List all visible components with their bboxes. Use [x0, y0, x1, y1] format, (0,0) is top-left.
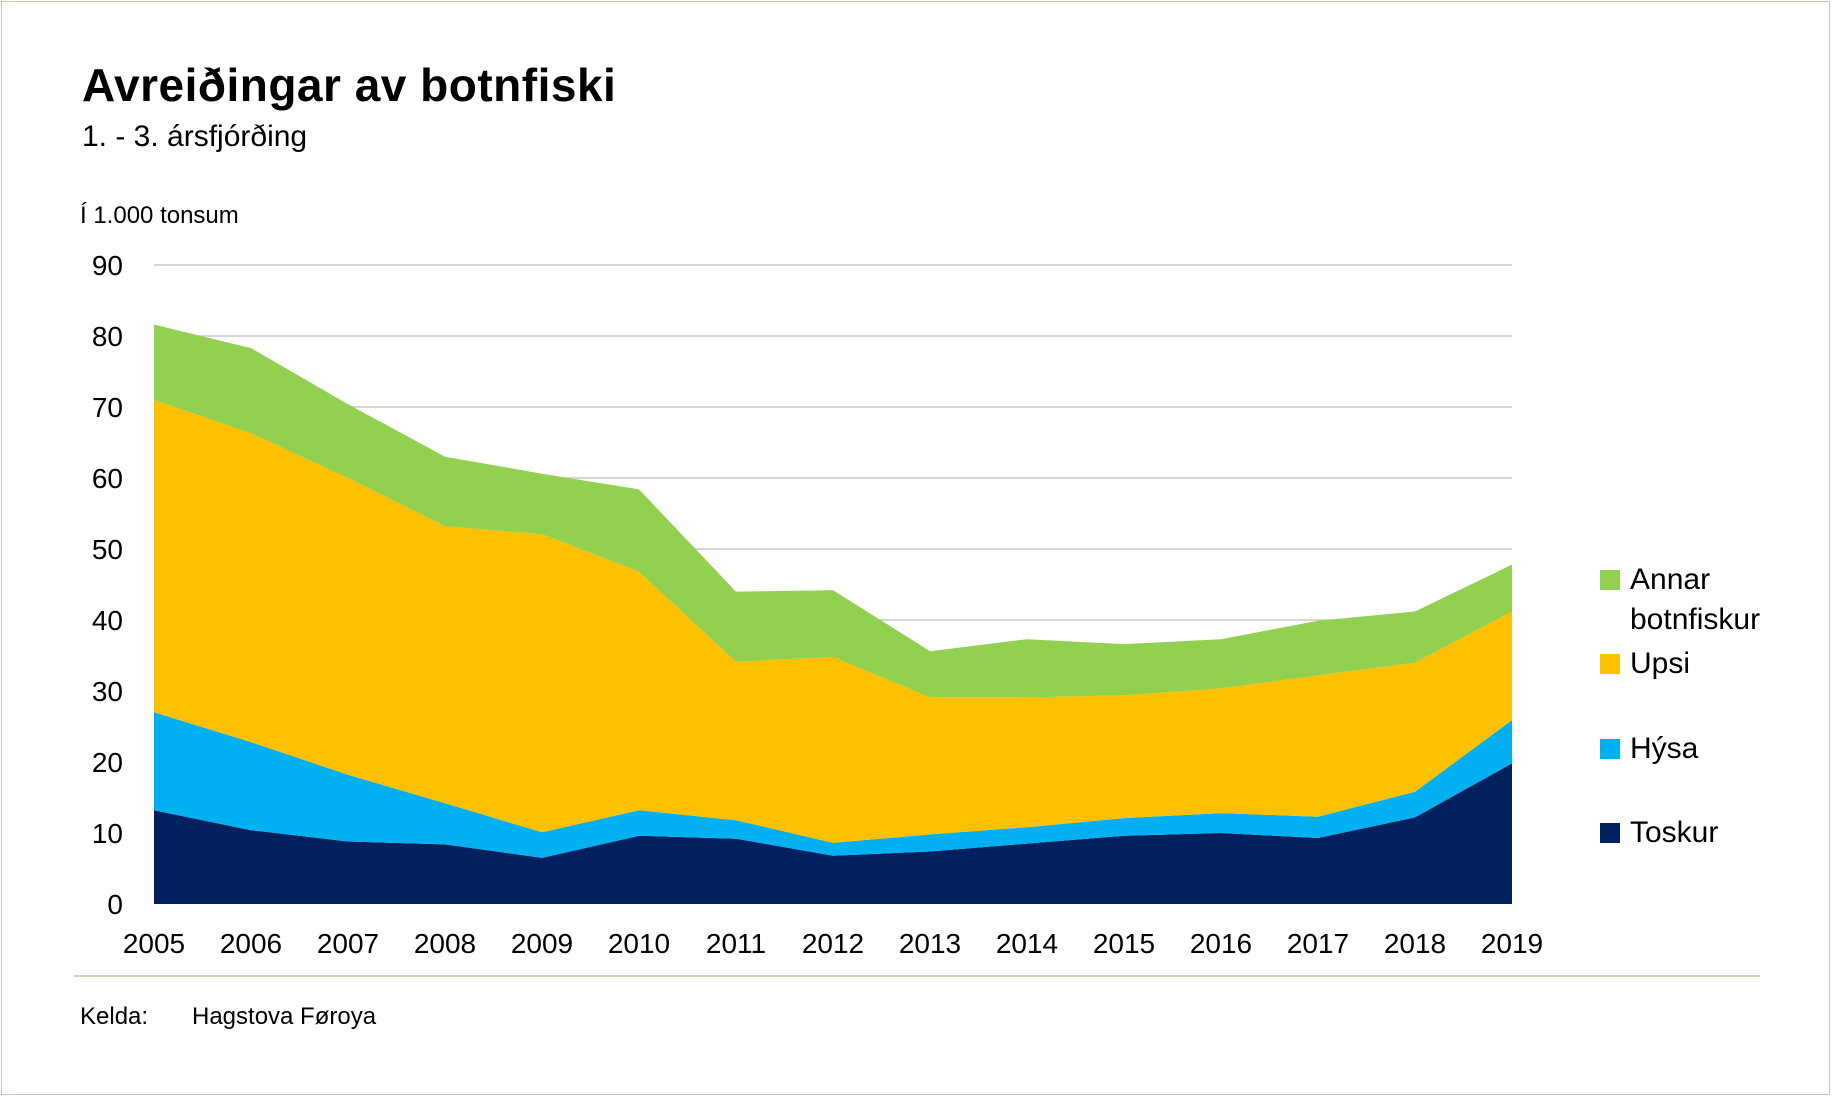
legend-item-annar-botnfiskur: Annar botnfiskur — [1600, 560, 1810, 640]
area-annar-botnfiskur — [154, 324, 1512, 698]
y-tick-label: 10 — [92, 818, 123, 849]
x-tick-label: 2005 — [123, 928, 185, 959]
x-tick-label: 2014 — [996, 928, 1058, 959]
area-series — [154, 324, 1512, 904]
legend-label-upsi: Upsi — [1630, 647, 1691, 680]
x-tick-label: 2019 — [1481, 928, 1543, 959]
y-tick-label: 90 — [92, 250, 123, 281]
area-upsi — [154, 399, 1512, 843]
x-tick-label: 2010 — [608, 928, 670, 959]
legend-item-upsi: Upsi — [1600, 644, 1810, 684]
x-tick-label: 2011 — [706, 928, 766, 959]
x-tick-label: 2017 — [1287, 928, 1349, 959]
legend-swatch-annar-botnfiskur — [1600, 570, 1620, 590]
legend-item-toskur: Toskur — [1600, 813, 1810, 853]
area-toskur — [154, 763, 1512, 904]
x-tick-label: 2012 — [802, 928, 864, 959]
legend-swatch-toskur — [1600, 823, 1620, 843]
y-tick-label: 0 — [107, 889, 123, 920]
x-tick-label: 2008 — [414, 928, 476, 959]
y-tick-label: 20 — [92, 747, 123, 778]
legend-label-toskur: Toskur — [1630, 816, 1719, 849]
area-hysa — [154, 712, 1512, 858]
footer-divider — [74, 975, 1760, 977]
x-tick-label: 2006 — [220, 928, 282, 959]
legend-label-annar-botnfiskur: Annar botnfiskur — [1630, 563, 1761, 636]
source-value: Hagstova Føroya — [192, 1003, 377, 1030]
chart-subtitle: 1. - 3. ársfjórðing — [82, 120, 308, 153]
y-axis-unit-label: Í 1.000 tonsum — [80, 202, 239, 229]
y-tick-label: 50 — [92, 534, 123, 565]
x-tick-label: 2016 — [1190, 928, 1252, 959]
y-tick-label: 30 — [92, 676, 123, 707]
y-tick-label: 70 — [92, 392, 123, 423]
x-tick-label: 2013 — [899, 928, 961, 959]
y-tick-label: 60 — [92, 463, 123, 494]
x-axis-ticks: 2005 2006 2007 2008 2009 2010 2011 2012 2013 2014… — [123, 928, 1543, 959]
y-tick-label: 80 — [92, 321, 123, 352]
x-tick-label: 2009 — [511, 928, 573, 959]
x-tick-label: 2015 — [1093, 928, 1155, 959]
legend-swatch-upsi — [1600, 654, 1620, 674]
x-tick-label: 2007 — [317, 928, 379, 959]
x-tick-label: 2018 — [1384, 928, 1446, 959]
legend-label-hysa: Hýsa — [1630, 732, 1699, 765]
chart-title: Avreiðingar av botnfiski — [82, 59, 617, 111]
legend-item-hysa: Hýsa — [1600, 729, 1810, 769]
y-axis-ticks: 0 10 20 30 40 50 60 70 80 90 — [92, 250, 123, 920]
legend-swatch-hysa — [1600, 739, 1620, 759]
y-tick-label: 40 — [92, 605, 123, 636]
source-label: Kelda: — [80, 1003, 149, 1030]
